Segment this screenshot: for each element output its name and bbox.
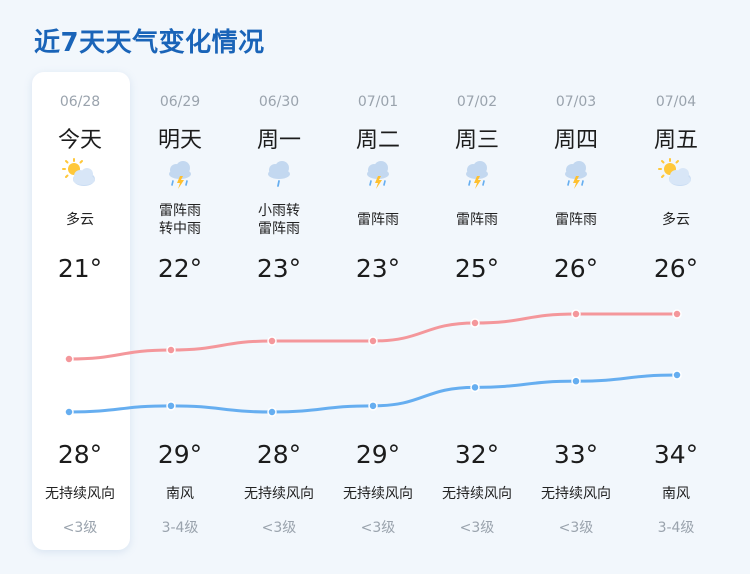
day-date: 06/28 — [59, 94, 101, 110]
day-column[interactable]: 07/03 周四 雷阵雨 26° 33° 无持续风向 <3级 — [526, 72, 626, 550]
wind-level: 3-4级 — [657, 520, 695, 536]
day-of-week: 周五 — [653, 128, 698, 153]
weather-text: 多云 — [66, 212, 94, 228]
high-label: 25° — [454, 254, 500, 283]
wind-level: <3级 — [558, 520, 594, 536]
wind-level: <3级 — [261, 520, 297, 536]
wind-level: <3级 — [360, 520, 396, 536]
wind-direction: 无持续风向 — [541, 486, 611, 502]
partly-cloudy-icon — [30, 158, 130, 190]
day-date: 07/04 — [655, 94, 697, 110]
low-label: 34° — [653, 440, 699, 469]
day-of-week: 周四 — [553, 128, 598, 153]
day-column[interactable]: 06/28 今天 多云 21° 28° 无持续风向 <3级 — [30, 72, 130, 550]
light-rain-icon — [229, 158, 329, 190]
wind-direction: 南风 — [166, 486, 194, 502]
day-column[interactable]: 06/29 明天 雷阵雨 转中雨 22° 29° 南风 3-4级 — [130, 72, 230, 550]
day-date: 07/01 — [357, 94, 399, 110]
high-label: 23° — [355, 254, 401, 283]
high-label: 26° — [653, 254, 699, 283]
weather-text: 雷阵雨 — [456, 212, 498, 228]
day-column[interactable]: 07/02 周三 雷阵雨 25° 32° 无持续风向 <3级 — [427, 72, 527, 550]
wind-direction: 无持续风向 — [45, 486, 115, 502]
thunder-rain-icon — [526, 158, 626, 190]
day-of-week: 周三 — [454, 128, 499, 153]
weather-text: 多云 — [662, 212, 690, 228]
wind-direction: 无持续风向 — [244, 486, 314, 502]
low-label: 33° — [553, 440, 599, 469]
day-date: 07/03 — [555, 94, 597, 110]
day-of-week: 明天 — [157, 128, 202, 153]
weather-text: 雷阵雨 — [357, 212, 399, 228]
low-label: 29° — [355, 440, 401, 469]
low-label: 29° — [157, 440, 203, 469]
wind-level: <3级 — [459, 520, 495, 536]
high-label: 26° — [553, 254, 599, 283]
thunder-rain-icon — [328, 158, 428, 190]
low-label: 28° — [256, 440, 302, 469]
today-highlight-card — [32, 72, 130, 550]
weather-text: 雷阵雨 — [555, 212, 597, 228]
high-label: 23° — [256, 254, 302, 283]
wind-direction: 南风 — [662, 486, 690, 502]
page-title: 近7天天气变化情况 — [34, 28, 265, 58]
day-date: 06/30 — [258, 94, 300, 110]
day-column[interactable]: 07/01 周二 雷阵雨 23° 29° 无持续风向 <3级 — [328, 72, 428, 550]
thunder-rain-icon — [130, 158, 230, 190]
low-label: 32° — [454, 440, 500, 469]
wind-level: <3级 — [62, 520, 98, 536]
high-label: 21° — [57, 254, 103, 283]
day-date: 07/02 — [456, 94, 498, 110]
wind-direction: 无持续风向 — [442, 486, 512, 502]
forecast-columns: 06/28 今天 多云 21° 28° 无持续风向 <3级 06/29 明天 雷… — [30, 72, 726, 550]
day-of-week: 周二 — [355, 128, 400, 153]
weather-text: 雷阵雨 转中雨 — [159, 203, 201, 237]
wind-direction: 无持续风向 — [343, 486, 413, 502]
low-label: 28° — [57, 440, 103, 469]
wind-level: 3-4级 — [161, 520, 199, 536]
partly-cloudy-icon — [626, 158, 726, 190]
day-column[interactable]: 06/30 周一 小雨转 雷阵雨 23° 28° 无持续风向 <3级 — [229, 72, 329, 550]
weather-text: 小雨转 雷阵雨 — [258, 203, 300, 237]
thunder-rain-icon — [427, 158, 527, 190]
high-label: 22° — [157, 254, 203, 283]
day-of-week: 周一 — [256, 128, 301, 153]
day-column[interactable]: 07/04 周五 多云 26° 34° 南风 3-4级 — [626, 72, 726, 550]
day-of-week: 今天 — [57, 128, 102, 153]
day-date: 06/29 — [159, 94, 201, 110]
